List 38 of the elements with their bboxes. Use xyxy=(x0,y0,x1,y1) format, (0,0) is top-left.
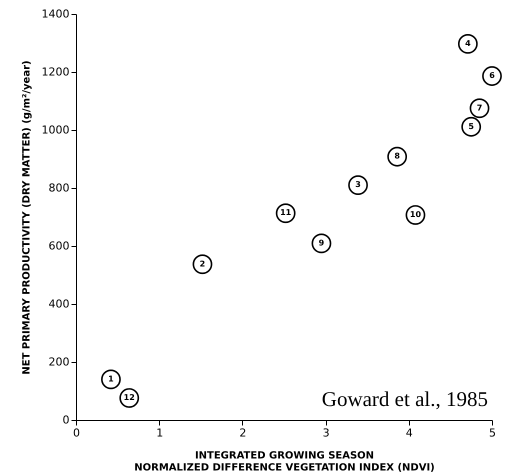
point xyxy=(387,146,408,167)
y-tick-label: 400 xyxy=(48,298,70,310)
y-tick-label: 200 xyxy=(48,356,70,368)
y-tick-label: 1400 xyxy=(42,8,70,20)
y-tick-label: 800 xyxy=(48,182,70,194)
point xyxy=(470,98,490,118)
annotation: 5 xyxy=(468,122,474,131)
point xyxy=(192,254,212,274)
y-tick-label: 1000 xyxy=(42,124,70,136)
y-axis-title: NET PRIMARY PRODUCTIVITY (DRY MATTER) (g/m²/year) xyxy=(22,60,33,375)
point xyxy=(458,34,478,54)
x-tick-label: 2 xyxy=(239,426,246,440)
annotation: 10 xyxy=(410,210,422,219)
annotation: 1 xyxy=(108,374,114,384)
point xyxy=(312,234,332,254)
annotation: 11 xyxy=(280,208,292,218)
point xyxy=(348,175,368,195)
y-tick-label: 600 xyxy=(48,240,70,252)
annotation: 12 xyxy=(124,392,135,402)
annotation: 8 xyxy=(394,152,400,161)
annotation: Goward et al., 1985 xyxy=(322,387,488,411)
annotation: 2 xyxy=(200,259,206,268)
point xyxy=(482,66,502,86)
y-tick-label: 0 xyxy=(62,414,70,426)
annotation: 3 xyxy=(355,180,361,190)
x-tick-label: 4 xyxy=(406,426,413,440)
x-tick-label: 5 xyxy=(489,426,496,440)
x-axis-title: INTEGRATED GROWING SEASON NORMALIZED DIFFERENCE VEGETATION INDEX (NDVI) xyxy=(134,450,435,474)
annotation: 4 xyxy=(465,38,472,48)
point xyxy=(101,370,121,390)
annotation: 9 xyxy=(318,238,325,248)
y-tick-label: 1200 xyxy=(42,66,70,78)
x-tick-label: 1 xyxy=(156,426,164,440)
annotation: 6 xyxy=(489,71,496,80)
x-tick-label: 3 xyxy=(322,426,330,440)
x-tick-label: 0 xyxy=(73,426,80,440)
annotation: 7 xyxy=(476,103,482,112)
point xyxy=(461,116,482,137)
